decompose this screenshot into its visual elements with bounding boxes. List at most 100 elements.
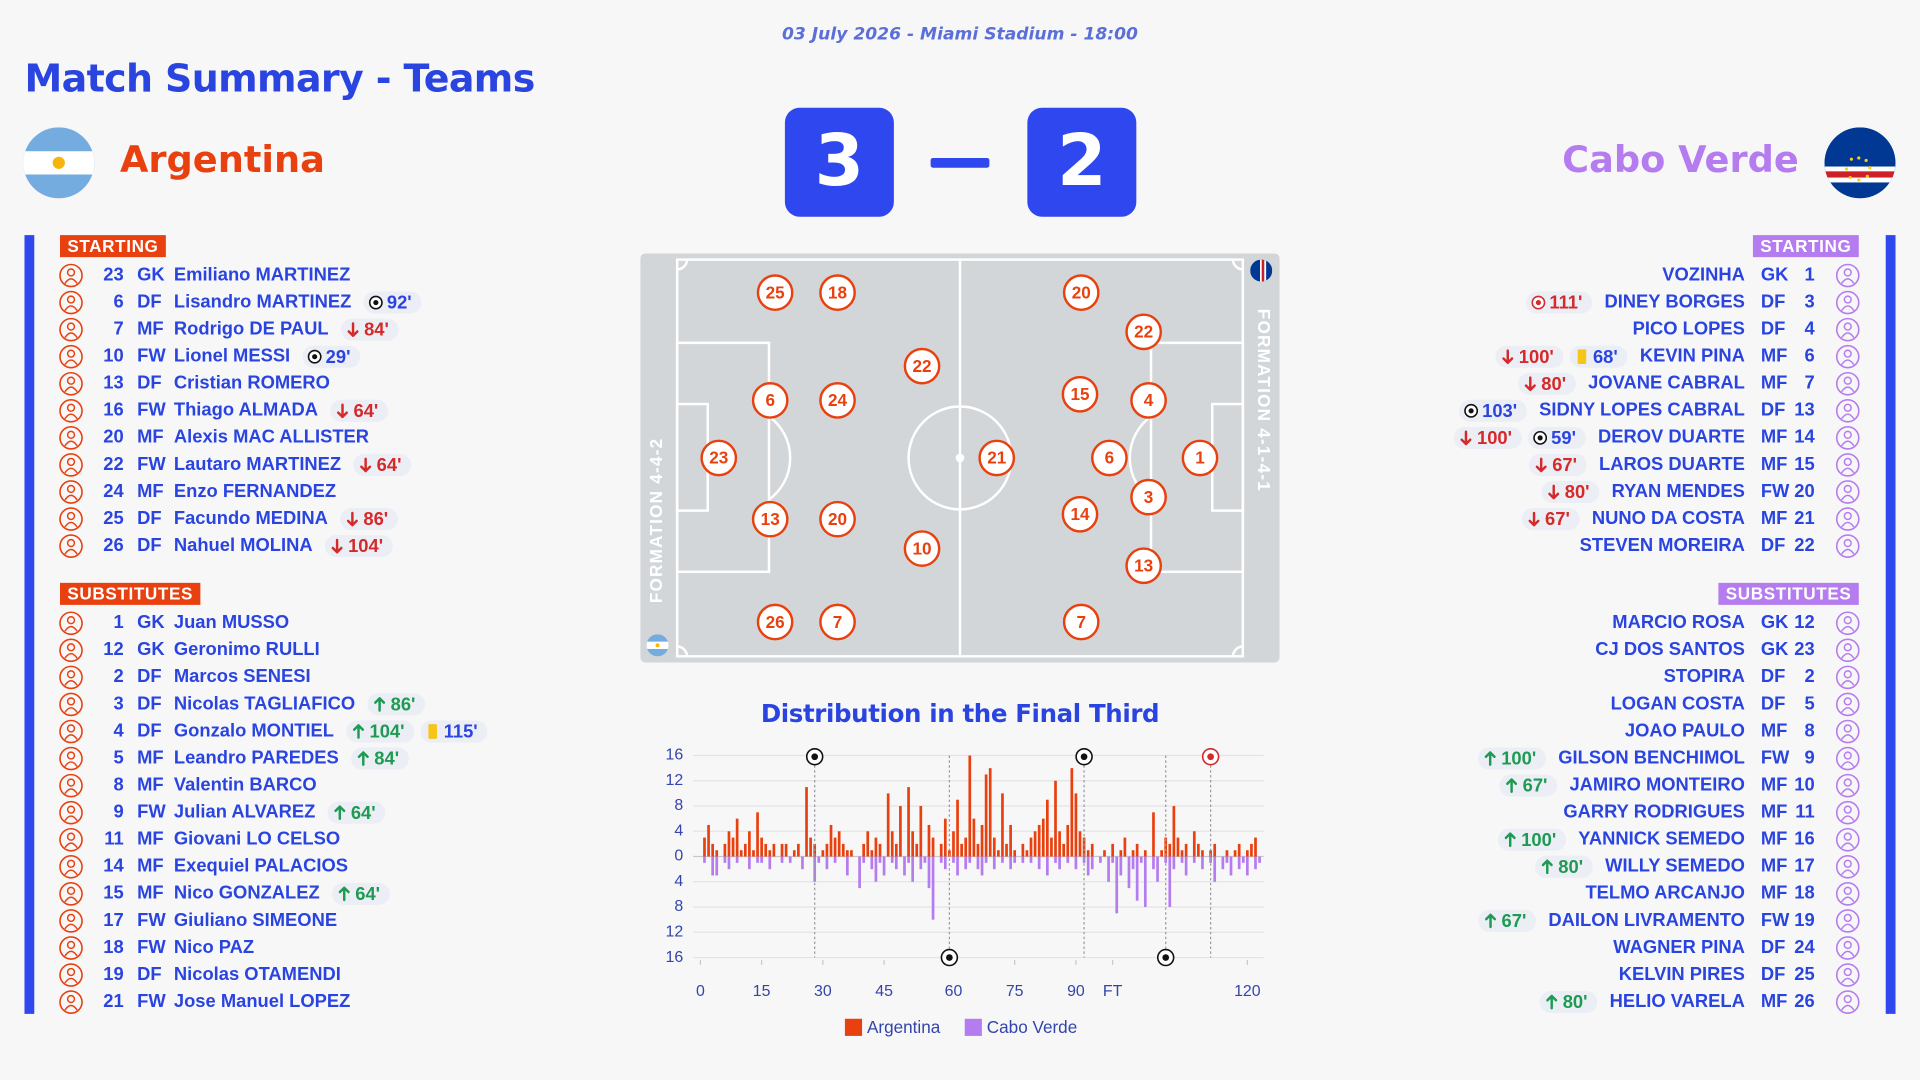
player-number: 20 <box>1794 480 1814 501</box>
event-minute: 103' <box>1482 400 1517 421</box>
player-position: DF <box>1761 290 1785 311</box>
bar <box>997 850 1000 857</box>
player-icon-ring <box>59 290 83 315</box>
player-name: JOVANE CABRAL <box>1588 372 1745 393</box>
player-name: Exequiel PALACIOS <box>174 855 348 876</box>
bar <box>1009 824 1012 857</box>
pitch-player-number: 23 <box>709 448 728 468</box>
player-icon <box>59 290 83 315</box>
bar <box>756 856 759 863</box>
bar <box>903 856 906 876</box>
bar <box>964 837 968 857</box>
bar <box>1246 856 1249 876</box>
sub-off-icon <box>331 538 343 554</box>
chart-title: Distribution in the Final Third <box>761 699 1159 728</box>
bar <box>1013 856 1017 863</box>
player-icon-ring <box>1835 480 1860 504</box>
date-line: 03 July 2026 - Miami Stadium - 18:00 <box>782 24 1138 44</box>
player-number: 1 <box>1804 263 1814 284</box>
player-name: Juan MUSSO <box>174 611 289 632</box>
bar <box>870 850 874 857</box>
player-position: MF <box>137 828 164 849</box>
player-icon <box>1835 507 1860 531</box>
player-number: 8 <box>1804 719 1814 740</box>
section-label-bg <box>60 582 201 605</box>
pitch-player <box>700 439 738 477</box>
player-position: DF <box>1761 665 1785 686</box>
player-icon-head <box>1843 994 1852 1004</box>
bar <box>931 837 935 857</box>
player-number: 26 <box>1794 990 1814 1011</box>
player-icon-head <box>66 967 76 977</box>
player-icon-body <box>64 869 78 876</box>
player-icon-ring <box>59 534 83 558</box>
player-number: 22 <box>1794 534 1814 555</box>
player-icon-ring <box>59 399 83 423</box>
event-badge: 100' <box>1495 345 1564 368</box>
bar <box>943 856 947 870</box>
player-name: Lautaro MARTINEZ <box>174 453 341 474</box>
player-icon-body <box>64 815 78 822</box>
event-badge: 86' <box>367 693 426 716</box>
player-position: DF <box>137 290 161 311</box>
player-name: Jose Manuel LOPEZ <box>174 990 350 1011</box>
event-badge-bg <box>1497 828 1567 851</box>
player-icon-body <box>1841 977 1855 984</box>
pitch <box>640 253 1280 663</box>
player-number: 1 <box>113 611 123 632</box>
event-badge: 64' <box>330 399 389 422</box>
bar <box>1168 843 1172 857</box>
ball-patch <box>1207 753 1214 761</box>
player-icon <box>1835 990 1860 1014</box>
player-icon-head <box>1843 805 1852 814</box>
bar <box>1066 824 1070 857</box>
bar <box>976 843 980 857</box>
player-icon <box>59 746 83 771</box>
player-icon-head <box>66 349 76 358</box>
bar <box>984 774 988 857</box>
player-icon-body <box>1841 734 1855 740</box>
bar <box>1029 837 1033 857</box>
flag-cabo-verde <box>1824 127 1896 199</box>
player-icon-head <box>66 940 76 950</box>
player-number: 24 <box>103 480 124 501</box>
player-icon-body <box>64 896 78 903</box>
bar <box>1184 856 1188 876</box>
player-icon-head <box>66 697 76 706</box>
event-badge-bg <box>1458 399 1527 422</box>
bar <box>1099 856 1102 863</box>
bar <box>715 850 719 857</box>
bar <box>748 831 751 857</box>
bar <box>1254 856 1257 870</box>
player-icon-head <box>1843 778 1852 787</box>
pitch-player-number: 4 <box>1144 390 1154 410</box>
bar <box>1135 843 1139 857</box>
bar <box>1001 856 1004 863</box>
bar <box>1086 856 1090 876</box>
bar <box>846 856 849 876</box>
pitch-player <box>1181 439 1219 477</box>
player-position: MF <box>1761 345 1788 366</box>
side-bar <box>1885 235 1896 1014</box>
player-name: Valentin BARCO <box>174 773 317 794</box>
player-name: PICO LOPES <box>1633 317 1745 338</box>
player-name: JAMIRO MONTEIRO <box>1569 773 1744 794</box>
player-icon-head <box>66 724 76 733</box>
event-badge: 100' <box>1477 747 1546 770</box>
event-minute: 100' <box>1477 427 1512 448</box>
player-number: 15 <box>103 882 123 903</box>
player-icon-body <box>1841 386 1855 393</box>
player-icon-body <box>64 950 78 957</box>
event-minute: 67' <box>1502 910 1527 931</box>
bar <box>1201 850 1204 857</box>
bar <box>980 824 984 857</box>
pitch-player-number: 20 <box>828 509 847 529</box>
bar <box>952 831 955 857</box>
bar <box>1201 856 1204 870</box>
section-label: STARTING <box>67 236 158 256</box>
player-number: 10 <box>1794 773 1814 794</box>
player-name: KEVIN PINA <box>1640 345 1745 366</box>
bar <box>711 856 715 876</box>
player-icon-ring <box>1835 855 1860 879</box>
event-minute: 68' <box>1593 346 1618 367</box>
